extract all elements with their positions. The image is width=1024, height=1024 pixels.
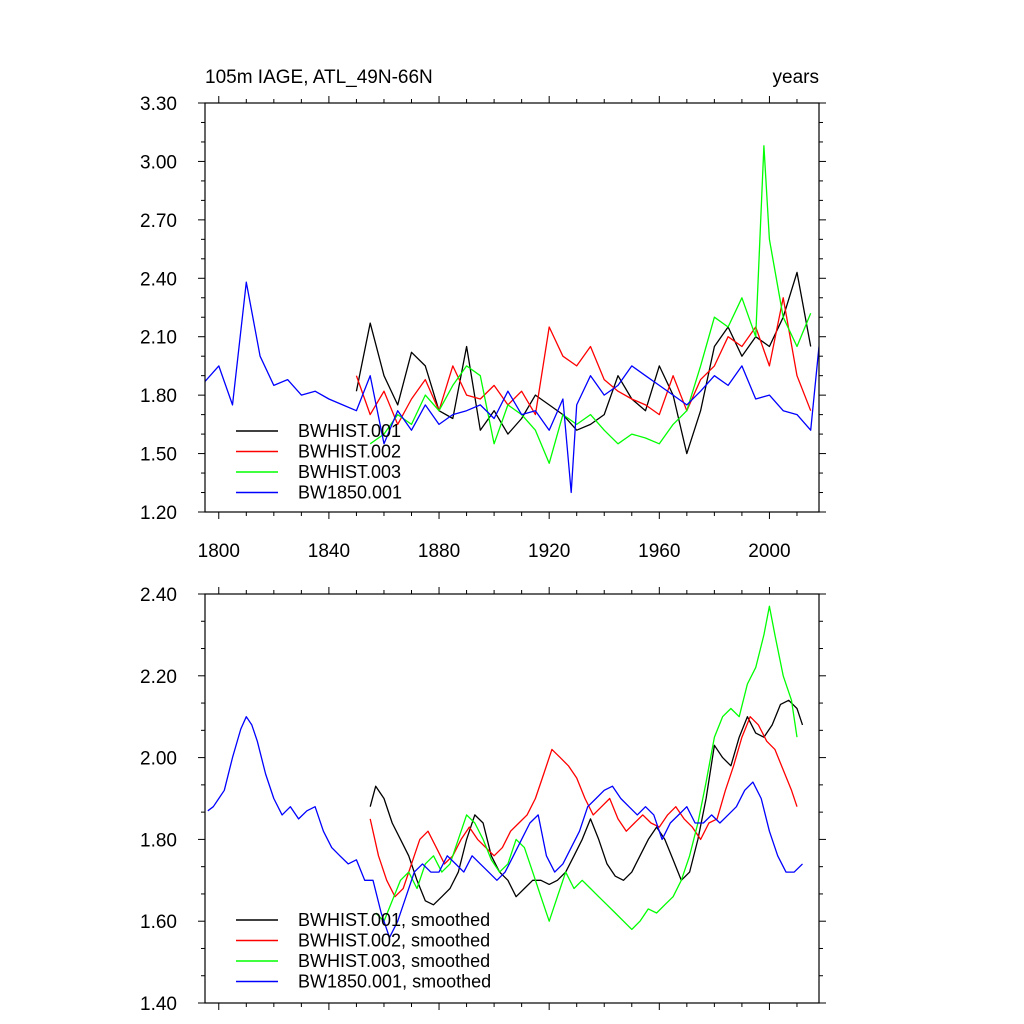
series-line-2 [369, 716, 798, 898]
series-line-4 [205, 281, 819, 494]
legend-label: BWHIST.002, smoothed [298, 931, 490, 951]
bottom-panel: 1.40 1.60 1.80 2.00 2.20 2.40 BWHIST.001, smoo… [140, 585, 826, 1015]
x-tick-label: 1920 [528, 541, 570, 562]
x-tick-label: 1960 [638, 541, 680, 562]
y-tick-label: 1.50 [140, 445, 177, 466]
y-tick-label: 2.20 [140, 667, 177, 688]
series-line-3 [369, 145, 812, 464]
y-tick-label: 1.40 [140, 994, 177, 1015]
y-tick-label: 2.40 [140, 269, 177, 290]
y-tick-label: 3.30 [140, 94, 177, 115]
y-tick-label: 2.10 [140, 328, 177, 349]
chart-title: 105m IAGE, ATL_49N-66N [205, 67, 433, 88]
legend-label: BWHIST.003, smoothed [298, 951, 490, 971]
legend-label: BWHIST.001, smoothed [298, 910, 490, 930]
legend-label: BW1850.001 [298, 483, 402, 503]
x-tick-label: 2000 [748, 541, 790, 562]
y-tick-label: 1.80 [140, 830, 177, 851]
y-tick-label: 2.40 [140, 585, 177, 606]
top-panel: 105m IAGE, ATL_49N-66N years 1.20 1.50 1.8… [140, 67, 826, 562]
series-line-2 [355, 297, 812, 426]
y-tick-label: 2.70 [140, 211, 177, 232]
legend-label: BWHIST.001 [298, 421, 401, 441]
y-tick-label: 3.00 [140, 152, 177, 173]
x-tick-label: 1880 [418, 541, 460, 562]
y-tick-label: 1.80 [140, 386, 177, 407]
plot-frame [204, 593, 820, 1004]
units-label: years [773, 67, 819, 88]
series-line-4 [207, 716, 803, 939]
x-tick-label: 1840 [308, 541, 350, 562]
legend-label: BWHIST.003 [298, 462, 401, 482]
legend-label: BWHIST.002 [298, 442, 401, 462]
x-tick-label: 1800 [198, 541, 240, 562]
y-tick-label: 1.60 [140, 912, 177, 933]
y-tick-label: 1.20 [140, 503, 177, 524]
series-line-3 [375, 605, 798, 931]
series-line-1 [369, 699, 804, 906]
plot-frame [204, 102, 820, 513]
legend-label: BW1850.001, smoothed [298, 972, 491, 992]
y-tick-label: 2.00 [140, 749, 177, 770]
